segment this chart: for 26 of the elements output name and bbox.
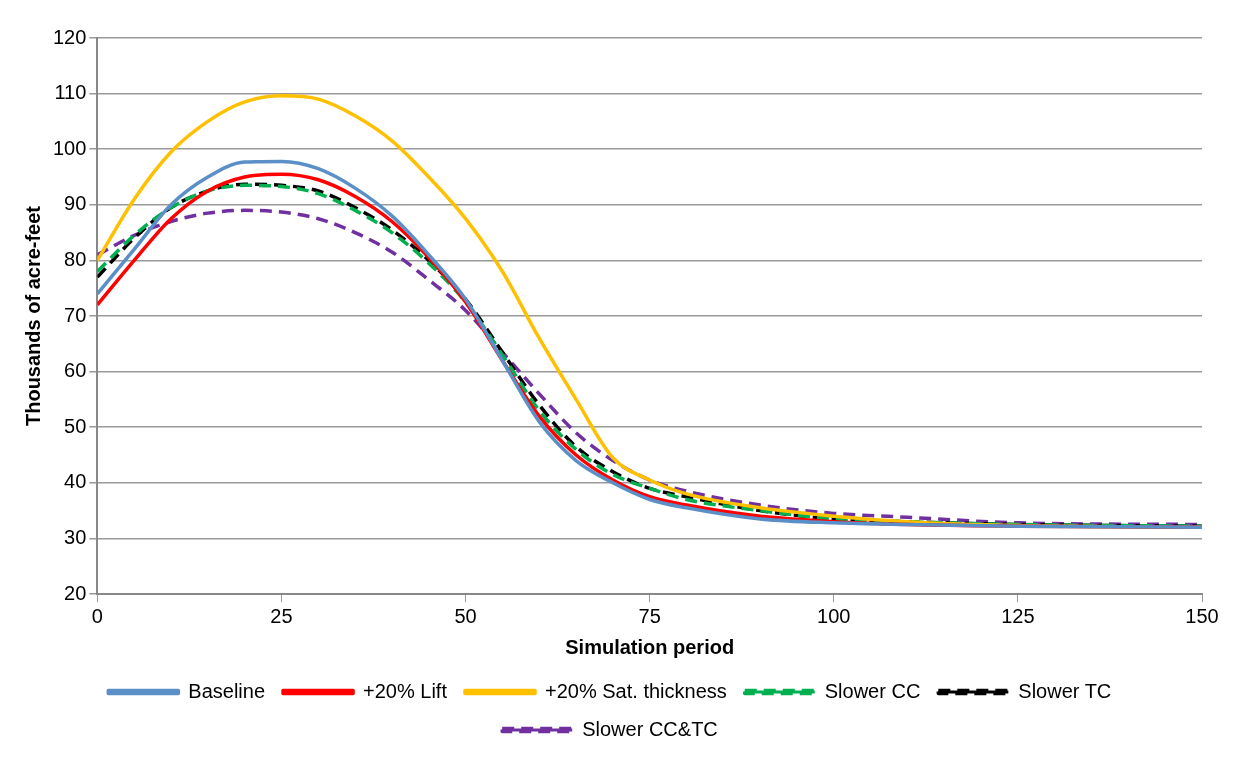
legend-label: +20% Sat. thickness — [544, 679, 727, 702]
legend-label: Slower CC — [824, 679, 921, 702]
x-tick-label: 75 — [638, 604, 661, 627]
y-tick-label: 60 — [64, 359, 87, 382]
y-tick-label: 80 — [64, 247, 87, 270]
legend-label: Slower TC — [1018, 679, 1112, 702]
y-axis-title: Thousands of acre-feet — [21, 205, 44, 427]
y-tick-label: 120 — [52, 25, 87, 48]
legend-label: +20% Lift — [363, 679, 448, 702]
x-axis-title: Simulation period — [565, 635, 735, 658]
y-tick-label: 20 — [64, 581, 87, 604]
y-tick-label: 90 — [64, 192, 87, 215]
y-tick-label: 40 — [64, 470, 87, 493]
y-tick-label: 110 — [54, 81, 87, 104]
x-tick-label: 125 — [1001, 604, 1035, 627]
y-tick-label: 100 — [52, 136, 87, 159]
legend-label: Baseline — [188, 679, 266, 702]
x-tick-label: 0 — [91, 604, 103, 627]
x-tick-label: 50 — [454, 604, 477, 627]
legend-label: Slower CC&TC — [582, 717, 718, 740]
x-tick-label: 150 — [1185, 604, 1219, 627]
y-tick-label: 30 — [64, 525, 87, 548]
y-tick-label: 50 — [64, 414, 87, 437]
x-tick-label: 100 — [817, 604, 851, 627]
y-tick-label: 70 — [64, 303, 87, 326]
x-tick-label: 25 — [270, 604, 293, 627]
